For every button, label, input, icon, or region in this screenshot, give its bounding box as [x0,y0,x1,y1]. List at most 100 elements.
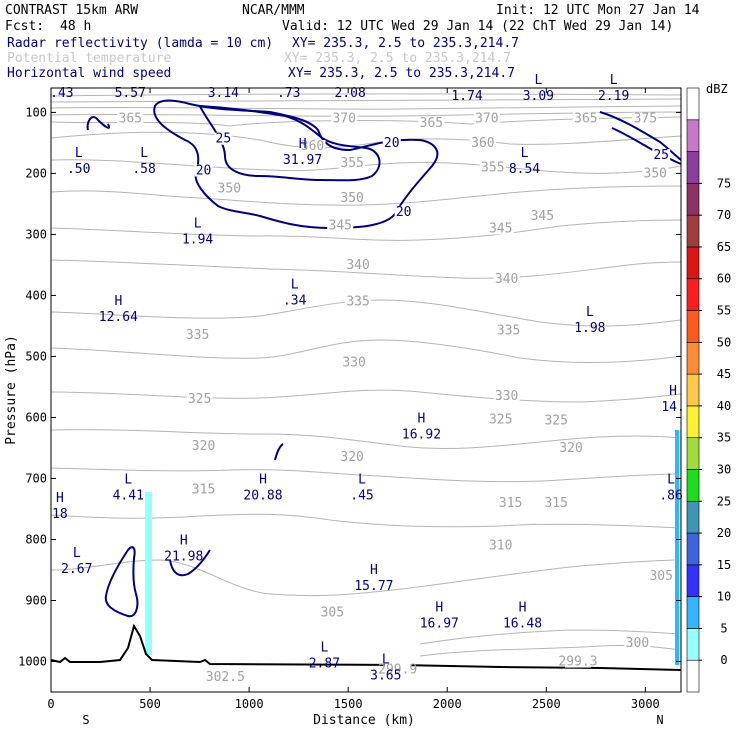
extremum-marker: .73 [277,86,300,101]
theta-label-bg [339,157,366,170]
theta-label-bg [341,356,368,369]
theta-label: 320 [340,450,363,465]
wind-label-bg [382,136,401,149]
extremum-marker: H31.97 [283,137,322,168]
fcst-label: Fcst: [5,19,44,34]
theta-label: 330 [495,389,518,404]
extremum-type: H [56,491,64,506]
wind-contour-20-mid [274,443,284,461]
theta-label-bg [495,324,522,337]
theta-label-bg [212,670,239,683]
extremum-value: 3.14 [208,86,239,101]
x-tick-label: 1500 [334,697,363,711]
theta-label-bg [473,112,500,125]
y-tick-label: 800 [25,532,47,546]
theta-label: 320 [192,439,215,454]
extremum-marker: L2.87 [309,640,340,671]
colorbar-swatch [686,87,700,121]
theta-label-bg [184,329,211,342]
extremum-marker: L.86 [659,473,682,504]
theta-label-bg [469,136,496,149]
theta-label-bg [632,112,659,125]
colorbar-swatch [686,628,700,661]
theta-label-bg [487,222,514,235]
wind-label-bg [652,149,671,162]
theta-contour-300 [419,629,682,645]
theta-contour-320 [50,429,682,449]
theta-label-bg [648,570,675,583]
extremum-type: L [291,277,299,292]
theta-label-bg [186,393,213,406]
extremum-marker: H15.77 [354,563,393,594]
y-tick-label: 1000 [18,654,47,668]
extremum-marker: H16.48 [503,601,542,632]
colorbar-level: 70 [717,208,731,222]
colorbar-swatch [686,119,700,152]
x-tick-label: 2500 [532,697,561,711]
theta-label: 320 [559,441,582,456]
org-label: NCAR/MMM [242,3,305,18]
theta-label: 360 [471,136,494,151]
model-title: CONTRAST 15km ARW [5,3,138,18]
colorbar-level: 55 [717,304,731,318]
x-tick-label: 3000 [631,697,660,711]
colorbar-level: 75 [717,176,731,190]
field-xy-wind: XY= 235.3, 2.5 to 235.3,214.7 [288,66,515,81]
extremum-value: .86 [659,489,682,504]
extremum-value: 15.77 [354,579,393,594]
extremum-value: 31.97 [283,153,322,168]
colorbar-level: 10 [717,590,731,604]
theta-contour-325 [50,389,682,403]
theta-label-bg [543,414,570,427]
theta-label-bg [624,637,651,650]
extremum-marker: L1.94 [182,216,213,247]
theta-label-bg [493,390,520,403]
extremum-marker: L.58 [132,146,155,177]
extremum-type: L [75,146,83,161]
colorbar-level: 40 [717,399,731,413]
extremum-value: 16.48 [503,617,542,632]
colorbar-level: 45 [717,367,731,381]
extremum-marker: H16.92 [402,412,441,443]
colorbar-swatch [686,246,700,280]
colorbar: 0 5 10 15 20 25 30 35 40 45 50 55 60 65 70 75 [686,87,731,693]
extremum-value: .45 [350,489,373,504]
wind-contour-label: 25 [216,132,232,147]
extrema-labels: .43 5.57 3.14.73 2.08 1.74L3.09L2.19L.50L.58… [50,73,685,684]
colorbar-level: 30 [717,462,731,476]
colorbar-level: 60 [717,272,731,286]
colorbar-swatch [686,469,700,502]
wind-label-bg [194,164,213,177]
extremum-value: 16.97 [420,617,459,632]
y-tick-label: 400 [25,288,47,302]
theta-label-bg [345,258,372,271]
extremum-type: H [435,601,443,616]
extremum-value: 3.65 [370,669,401,684]
extremum-value: .58 [132,162,155,177]
colorbar-swatch [686,342,700,375]
wind-contour-20-low2 [169,549,211,577]
y-tick-label: 500 [25,349,47,363]
theta-label: 370 [332,112,355,127]
theta-label-bg [479,161,506,174]
colorbar-swatch [686,278,700,311]
theta-label-bg [319,606,346,619]
extremum-value: 16.92 [402,428,441,443]
theta-label: 340 [495,272,518,287]
extremum-type: L [667,473,675,488]
reflectivity-column-north-edge [679,430,681,665]
theta-label: 345 [489,221,512,236]
extremum-marker: 5.57 [115,86,146,101]
extremum-marker: L1.98 [574,305,605,336]
extremum-marker: L8.54 [509,146,540,177]
extremum-type: H [370,563,378,578]
theta-label-bg [572,112,599,125]
extremum-value: 14. [661,400,684,415]
theta-label-bg [216,182,243,195]
colorbar-level: 25 [717,494,731,508]
fcst-value: 48 h [60,19,91,34]
theta-label: 355 [481,160,504,175]
theta-label: 350 [340,191,363,206]
theta-label-bg [384,663,411,676]
